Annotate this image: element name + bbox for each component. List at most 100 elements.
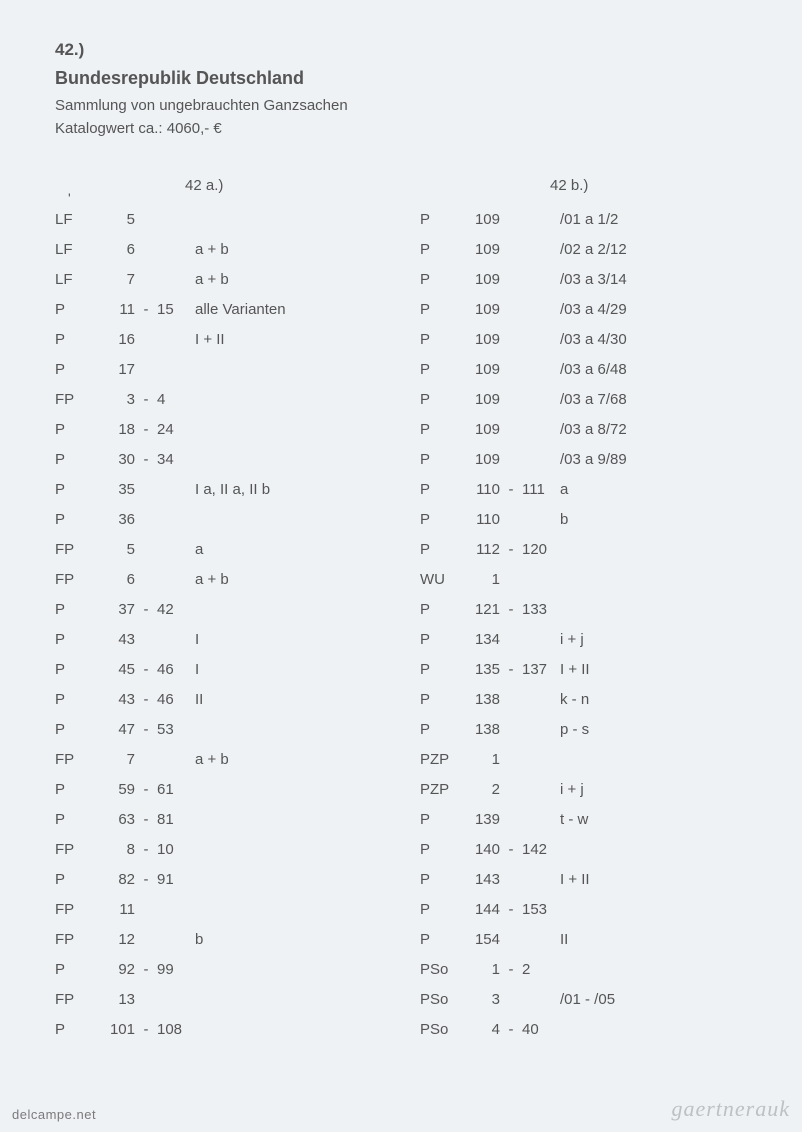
prefix-cell: FP (55, 992, 97, 1007)
note-cell: b (195, 932, 390, 947)
num1-cell: 5 (97, 542, 135, 557)
num1-cell: 92 (97, 962, 135, 977)
prefix-cell: FP (55, 572, 97, 587)
num1-cell: 1 (462, 752, 500, 767)
columns-container: 42 a.) LF5LF6a + bLF7a + bP11-15alle Var… (55, 177, 752, 1052)
prefix-cell: P (420, 422, 462, 437)
num1-cell: 109 (462, 392, 500, 407)
table-row: FP8-10 (55, 842, 390, 872)
prefix-cell: P (420, 632, 462, 647)
num1-cell: 109 (462, 212, 500, 227)
note-cell: /03 a 9/89 (560, 452, 755, 467)
num1-cell: 101 (97, 1022, 135, 1037)
num1-cell: 144 (462, 902, 500, 917)
table-row: PSo4-40 (420, 1022, 755, 1052)
prefix-cell: P (420, 332, 462, 347)
num2-cell: 4 (157, 392, 195, 407)
prefix-cell: P (55, 602, 97, 617)
num2-cell: 40 (522, 1022, 560, 1037)
num1-cell: 109 (462, 272, 500, 287)
table-row: P35I a, II a, II b (55, 482, 390, 512)
note-cell: p - s (560, 722, 755, 737)
num1-cell: 110 (462, 512, 500, 527)
table-row: LF7a + b (55, 272, 390, 302)
table-row: P43I (55, 632, 390, 662)
num1-cell: 43 (97, 692, 135, 707)
note-cell: /01 - /05 (560, 992, 755, 1007)
num1-cell: 3 (97, 392, 135, 407)
table-row: FP6a + b (55, 572, 390, 602)
num1-cell: 109 (462, 302, 500, 317)
num1-cell: 36 (97, 512, 135, 527)
num1-cell: 138 (462, 692, 500, 707)
note-cell: alle Varianten (195, 302, 390, 317)
prefix-cell: P (55, 722, 97, 737)
table-row: FP12b (55, 932, 390, 962)
num2-cell: 133 (522, 602, 560, 617)
prefix-cell: P (55, 512, 97, 527)
table-row: P36 (55, 512, 390, 542)
num1-cell: 82 (97, 872, 135, 887)
dash-cell: - (135, 842, 157, 857)
num1-cell: 135 (462, 662, 500, 677)
table-row: FP11 (55, 902, 390, 932)
table-row: PSo1-2 (420, 962, 755, 992)
dash-cell: - (135, 872, 157, 887)
num1-cell: 63 (97, 812, 135, 827)
right-rows: P109/01 a 1/2P109/02 a 2/12P109/03 a 3/1… (420, 212, 755, 1052)
note-cell: i + j (560, 632, 755, 647)
dash-cell: - (500, 962, 522, 977)
prefix-cell: P (420, 692, 462, 707)
note-cell: I + II (560, 872, 755, 887)
note-cell: /03 a 4/29 (560, 302, 755, 317)
num1-cell: 11 (97, 302, 135, 317)
prefix-cell: P (55, 782, 97, 797)
table-row: P63-81 (55, 812, 390, 842)
table-row: P37-42 (55, 602, 390, 632)
lot-number: 42.) (55, 40, 752, 60)
dash-cell: - (135, 392, 157, 407)
num1-cell: 121 (462, 602, 500, 617)
num2-cell: 24 (157, 422, 195, 437)
left-column-header: 42 a.) (55, 177, 390, 194)
num1-cell: 35 (97, 482, 135, 497)
table-row: P82-91 (55, 872, 390, 902)
note-cell: /03 a 3/14 (560, 272, 755, 287)
watermark-right: gaertnerauk (671, 1096, 790, 1122)
num1-cell: 7 (97, 752, 135, 767)
num1-cell: 5 (97, 212, 135, 227)
num1-cell: 109 (462, 452, 500, 467)
prefix-cell: PSo (420, 1022, 462, 1037)
table-row: P144-153 (420, 902, 755, 932)
num1-cell: 6 (97, 572, 135, 587)
note-cell: I + II (560, 662, 755, 677)
num2-cell: 137 (522, 662, 560, 677)
prefix-cell: P (420, 392, 462, 407)
table-row: FP3-4 (55, 392, 390, 422)
note-cell: II (195, 692, 390, 707)
table-row: P109/03 a 8/72 (420, 422, 755, 452)
note-cell: /03 a 6/48 (560, 362, 755, 377)
dash-cell: - (500, 662, 522, 677)
prefix-cell: FP (55, 392, 97, 407)
num1-cell: 8 (97, 842, 135, 857)
note-cell: I + II (195, 332, 390, 347)
num1-cell: 134 (462, 632, 500, 647)
table-row: FP7a + b (55, 752, 390, 782)
prefix-cell: FP (55, 842, 97, 857)
dash-cell: - (135, 1022, 157, 1037)
num1-cell: 1 (462, 962, 500, 977)
table-row: P109/03 a 4/30 (420, 332, 755, 362)
table-row: P47-53 (55, 722, 390, 752)
table-row: P109/03 a 6/48 (420, 362, 755, 392)
page-title: Bundesrepublik Deutschland (55, 68, 752, 89)
table-row: WU1 (420, 572, 755, 602)
note-cell: /01 a 1/2 (560, 212, 755, 227)
prefix-cell: PSo (420, 992, 462, 1007)
dash-cell: - (135, 782, 157, 797)
num1-cell: 4 (462, 1022, 500, 1037)
num1-cell: 110 (462, 482, 500, 497)
prefix-cell: P (420, 662, 462, 677)
prefix-cell: FP (55, 932, 97, 947)
table-row: P101-108 (55, 1022, 390, 1052)
